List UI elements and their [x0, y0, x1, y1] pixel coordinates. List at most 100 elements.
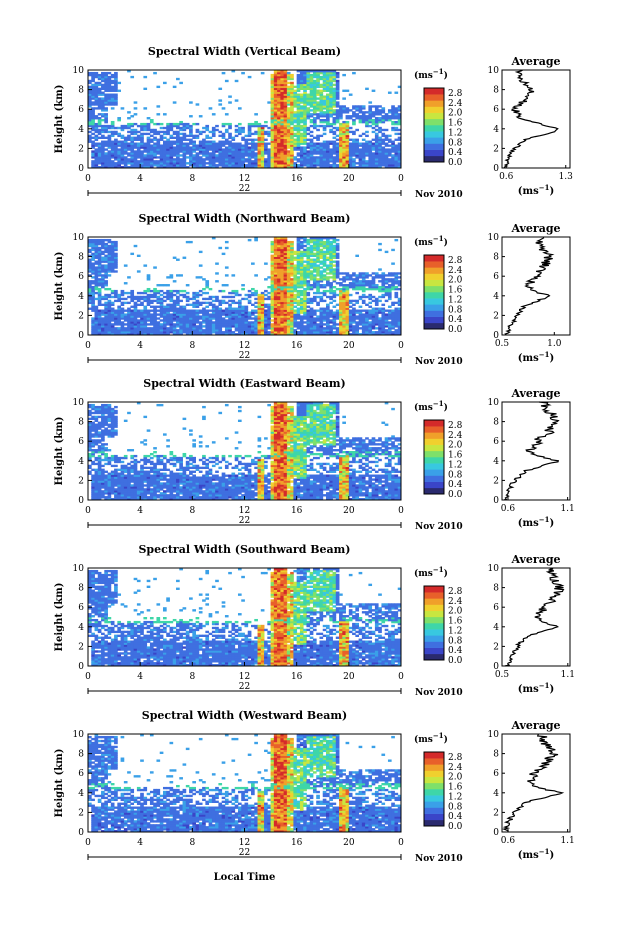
heatmap-cell: [342, 301, 346, 305]
heatmap-cell: [91, 266, 95, 269]
heatmap-cell: [365, 130, 369, 134]
heatmap-cell: [306, 117, 311, 120]
heatmap-cell: [355, 150, 360, 153]
heatmap-cell: [397, 158, 402, 161]
heatmap-cell: [316, 248, 320, 252]
heatmap-cell: [283, 280, 288, 283]
heatmap-cell: [156, 138, 161, 141]
heatmap-cell: [241, 311, 245, 314]
heatmap-cell: [283, 331, 288, 334]
heatmap-cell: [104, 97, 108, 100]
heatmap-cell: [110, 124, 115, 128]
heatmap-cell: [159, 311, 164, 314]
heatmap-cell: [185, 146, 190, 149]
heatmap-cell: [309, 146, 314, 149]
heatmap-cell: [332, 83, 337, 87]
heatmap-cell: [221, 154, 226, 157]
heatmap-cell: [365, 331, 369, 334]
heatmap-cell: [326, 331, 330, 334]
heatmap-cell: [397, 150, 402, 153]
heatmap-cell: [352, 130, 356, 134]
heatmap-cell: [342, 289, 346, 293]
heatmap-cell: [312, 99, 317, 102]
heatmap-cell: [296, 256, 301, 259]
heatmap-cell: [205, 126, 210, 130]
heatmap-cell: [381, 148, 386, 151]
heatmap-cell: [101, 238, 105, 242]
heatmap-cell: [316, 301, 320, 305]
heatmap-cell: [221, 295, 226, 299]
heatmap-cell: [179, 307, 183, 310]
heatmap-cell: [316, 93, 320, 96]
heatmap-cell: [355, 162, 360, 165]
heatmap-cell: [88, 242, 92, 246]
heatmap-cell: [335, 238, 340, 242]
heatmap-cell: [322, 83, 327, 87]
heatmap-cell: [280, 148, 285, 151]
heatmap-cell: [283, 244, 288, 248]
heatmap-cell: [348, 117, 353, 120]
heatmap-cell: [309, 284, 314, 287]
heatmap-cell: [254, 315, 258, 318]
heatmap-cell: [264, 297, 268, 301]
heatmap-cell: [117, 150, 122, 153]
heatmap-cell: [97, 254, 102, 257]
heatmap-cell: [114, 162, 118, 165]
heatmap-cell: [162, 299, 167, 303]
heatmap-cell: [130, 305, 135, 308]
heatmap-cell: [107, 75, 112, 79]
heatmap-cell: [195, 305, 200, 308]
heatmap-cell: [120, 160, 125, 163]
heatmap-cell: [345, 140, 350, 143]
heatmap-cell: [322, 115, 327, 118]
heatmap-cell: [296, 278, 301, 281]
heatmap-cell: [260, 293, 265, 297]
heatmap-cell: [251, 140, 255, 143]
heatmap-cell: [296, 289, 301, 293]
heatmap-cell: [280, 299, 285, 303]
heatmap-cell: [257, 142, 262, 145]
heatmap-cell: [88, 93, 92, 96]
heatmap-cell: [101, 152, 105, 155]
heatmap-cell: [322, 274, 327, 277]
heatmap-cell: [332, 162, 337, 165]
heatmap-cell: [277, 148, 281, 151]
heatmap-cell: [224, 122, 229, 126]
heatmap-cell: [358, 327, 363, 330]
heatmap-cell: [123, 150, 128, 153]
heatmap-cell: [179, 162, 183, 165]
heatmap-cell: [241, 158, 245, 161]
heatmap-cell: [332, 240, 337, 244]
heatmap-cell: [97, 87, 102, 90]
heatmap-cell: [237, 152, 242, 155]
heatmap-cell: [156, 305, 161, 308]
heatmap-cell: [290, 307, 294, 310]
heatmap-cell: [237, 142, 242, 145]
heatmap-cell: [277, 75, 281, 79]
heatmap-cell: [316, 280, 320, 283]
heatmap-cell: [361, 276, 366, 279]
heatmap-cell: [332, 70, 337, 73]
heatmap-cell: [309, 142, 314, 145]
heatmap-cell: [290, 85, 294, 89]
heatmap-cell: [224, 284, 229, 287]
heatmap-cell: [101, 270, 105, 273]
heatmap-cell: [365, 148, 369, 151]
heatmap-cell: [234, 315, 239, 318]
heatmap-cell: [251, 144, 255, 147]
heatmap-cell: [326, 115, 330, 118]
heatmap-cell: [306, 293, 311, 297]
heatmap-cell: [91, 287, 95, 291]
heatmap-cell: [117, 307, 122, 310]
heatmap-cell: [280, 329, 285, 332]
heatmap-cell: [97, 152, 102, 155]
heatmap-cell: [306, 238, 311, 242]
heatmap-cell: [290, 81, 294, 85]
heatmap-cell: [299, 266, 304, 269]
heatmap-cell: [283, 333, 288, 336]
heatmap-cell: [283, 274, 288, 277]
heatmap-cell: [270, 293, 275, 297]
heatmap-cell: [97, 97, 102, 100]
heatmap-cell: [166, 284, 170, 287]
heatmap-cell: [101, 101, 105, 104]
